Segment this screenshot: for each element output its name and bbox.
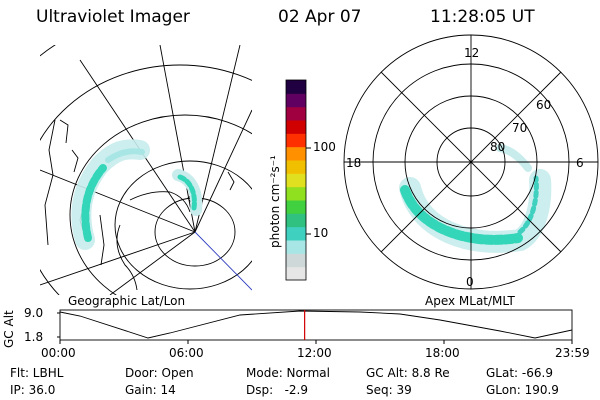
colorbar-cell	[286, 106, 306, 121]
meridian	[194, 109, 252, 233]
colorbar-cell	[286, 266, 306, 281]
aurora-left	[71, 139, 203, 250]
colorbar-cell	[286, 146, 306, 161]
geographic-panel-label: Geographic Lat/Lon	[68, 294, 186, 308]
colorbar-cell	[286, 93, 306, 108]
coastline	[116, 224, 138, 291]
timeline-xtick-1200: 12:00	[297, 346, 332, 360]
colorbar-cell	[286, 160, 306, 174]
glat-info: GLat: -66.9	[486, 366, 553, 380]
meridian	[159, 45, 196, 233]
mode-info: Mode: Normal	[246, 366, 330, 380]
timeline-ylabel: GC Alt	[2, 310, 16, 348]
meridian	[194, 45, 241, 233]
ip-info: IP: 36.0	[10, 383, 56, 397]
mlt-12-label: 12	[464, 46, 480, 60]
mlat-60-label: 60	[536, 98, 552, 112]
time-label: 11:28:05 UT	[430, 7, 535, 27]
dsp-info: Dsp: -2.9	[246, 383, 309, 397]
lat-circle	[69, 114, 252, 295]
coastline	[59, 119, 69, 144]
mlt-18-label: 18	[346, 156, 362, 170]
date-label: 02 Apr 07	[278, 7, 362, 27]
colorbar-cell	[286, 80, 306, 94]
meridian-highlight	[194, 231, 252, 291]
mlat-80-label: 80	[490, 140, 506, 154]
filter-info: Flt: LBHL	[10, 366, 64, 380]
timeline-xtick-0000: 00:00	[41, 346, 76, 360]
colorbar-cell	[286, 186, 306, 201]
magnetic-panel-label: Apex MLat/MLT	[425, 294, 515, 308]
colorbar-cell	[286, 253, 306, 268]
colorbar-cell	[286, 240, 306, 254]
gcalt-info: GC Alt: 8.8 Re	[366, 366, 450, 380]
glon-info: GLon: 190.9	[486, 383, 559, 397]
mlat-70-label: 70	[512, 121, 528, 135]
colorbar-cell	[286, 200, 306, 214]
seq-info: Seq: 39	[366, 383, 412, 397]
coastline	[99, 214, 105, 266]
colorbar-cell	[286, 213, 306, 228]
instrument-title: Ultraviolet Imager	[36, 7, 190, 27]
mlt-6-label: 6	[576, 156, 584, 170]
mlt-0-label: 0	[466, 275, 474, 289]
meridian	[109, 231, 196, 295]
meridian	[40, 231, 196, 286]
colorbar-tick-100: 100	[313, 140, 336, 154]
colorbar-tick-10: 10	[313, 226, 329, 240]
colorbar-cell	[286, 120, 306, 134]
meridian	[40, 169, 196, 233]
door-info: Door: Open	[125, 366, 194, 380]
coastline	[71, 149, 79, 173]
gain-info: Gain: 14	[125, 383, 176, 397]
coastline	[227, 171, 235, 191]
coastline	[129, 191, 191, 213]
colorbar	[285, 79, 311, 281]
timeline-plot	[57, 309, 573, 344]
timeline-xtick-2359: 23:59	[555, 346, 590, 360]
timeline-xtick-0600: 06:00	[169, 346, 204, 360]
geographic-map	[40, 45, 252, 295]
colorbar-cell	[286, 173, 306, 188]
colorbar-cell	[286, 133, 306, 148]
coastline	[44, 119, 56, 246]
lat-circle	[114, 160, 252, 290]
timeline-ytick-low: 1.8	[24, 330, 44, 344]
lat-circle	[40, 64, 252, 295]
colorbar-cell	[286, 226, 306, 241]
colorbar-unit-label: photon cm⁻²s⁻¹	[268, 155, 282, 248]
timeline-ytick-high: 9.0	[24, 306, 44, 320]
timeline-xtick-1800: 18:00	[425, 346, 460, 360]
altitude-curve	[59, 310, 573, 339]
magnetic-polar-plot	[343, 34, 599, 290]
